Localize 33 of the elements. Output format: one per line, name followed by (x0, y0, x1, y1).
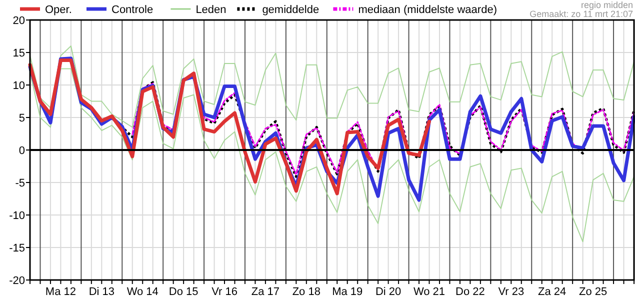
y-tick-label: 5 (18, 112, 25, 124)
x-tick-label: Ma 19 (332, 286, 363, 298)
x-tick-label: Zo 18 (292, 286, 320, 298)
line-series (28, 58, 432, 196)
legend-label: gemiddelde (262, 4, 320, 16)
y-tick-label: 20 (12, 15, 25, 27)
y-tick-label: 10 (12, 80, 25, 92)
x-tick-label: Wo 21 (413, 286, 446, 298)
y-tick-label: -15 (9, 242, 25, 254)
x-tick-label: Wo 14 (126, 286, 158, 298)
legend-label: Controle (112, 4, 154, 16)
x-tick-label: Zo 25 (578, 286, 608, 298)
y-tick-label: 15 (12, 48, 25, 60)
x-tick-label: Za 17 (251, 286, 280, 298)
x-tick-label: Do 22 (456, 286, 485, 298)
y-tick-label: -5 (15, 178, 25, 190)
legend-label: Oper. (45, 4, 72, 16)
text: regio midden (580, 0, 633, 10)
x-tick-label: Za 24 (538, 286, 566, 298)
x-tick-label: Vr 16 (212, 286, 238, 298)
x-tick-label: Di 20 (375, 286, 402, 298)
legend-label: mediaan (middelste waarde) (358, 4, 497, 16)
line-series (30, 46, 634, 128)
line-series (30, 68, 634, 242)
x-tick-label: Do 15 (168, 286, 198, 298)
y-tick-label: -10 (9, 210, 25, 222)
y-tick-label: -20 (9, 275, 25, 287)
y-tick-label: 0 (18, 145, 25, 157)
legend-label: Leden (196, 4, 226, 16)
x-tick-label: Di 13 (88, 286, 115, 298)
x-tick-label: Ma 12 (45, 286, 76, 298)
x-tick-label: Vr 23 (498, 286, 524, 298)
text: Gemaakt: zo 11 mrt 21:07 (530, 9, 633, 19)
